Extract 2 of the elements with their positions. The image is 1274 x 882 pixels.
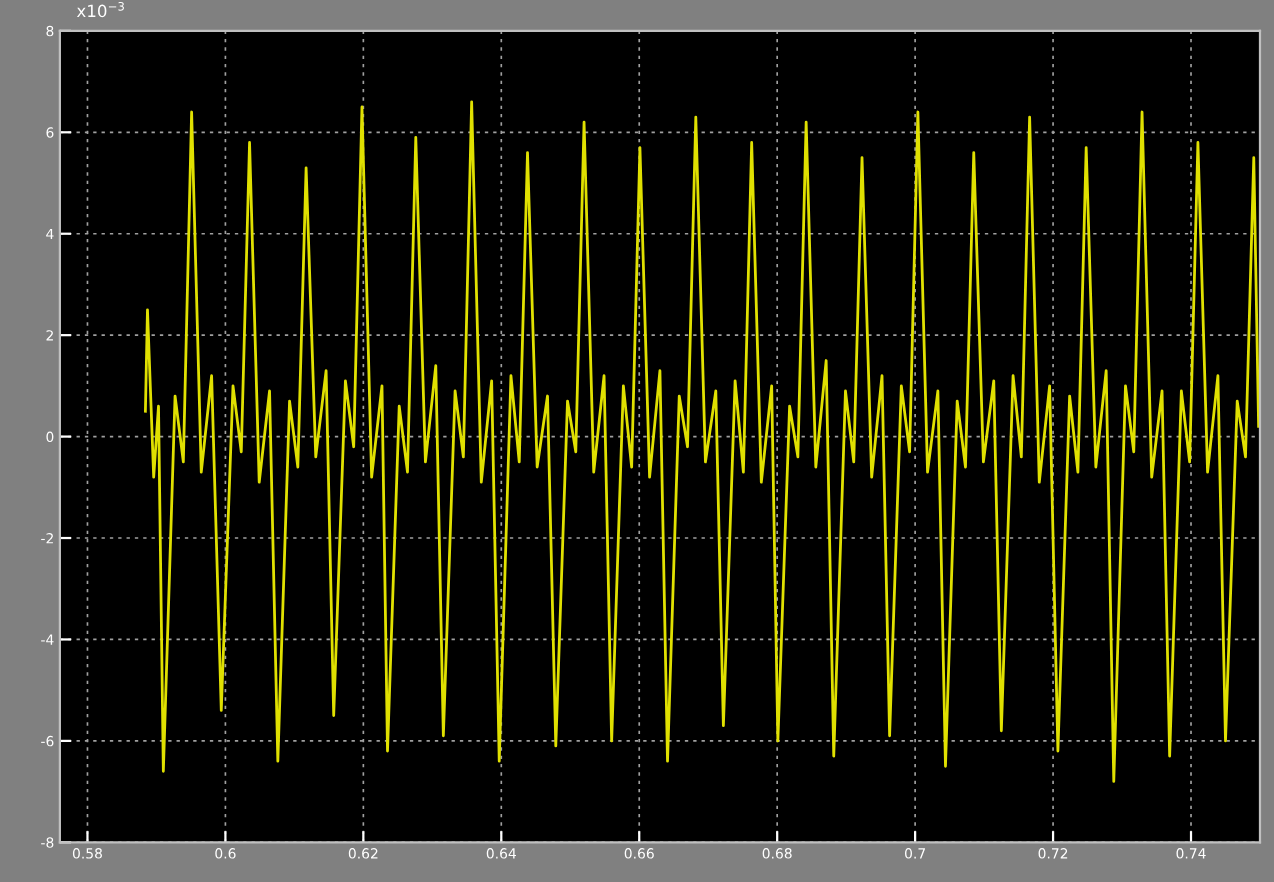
text: x10$^{−3}$ xyxy=(76,1,124,18)
line-series xyxy=(144,100,1260,783)
